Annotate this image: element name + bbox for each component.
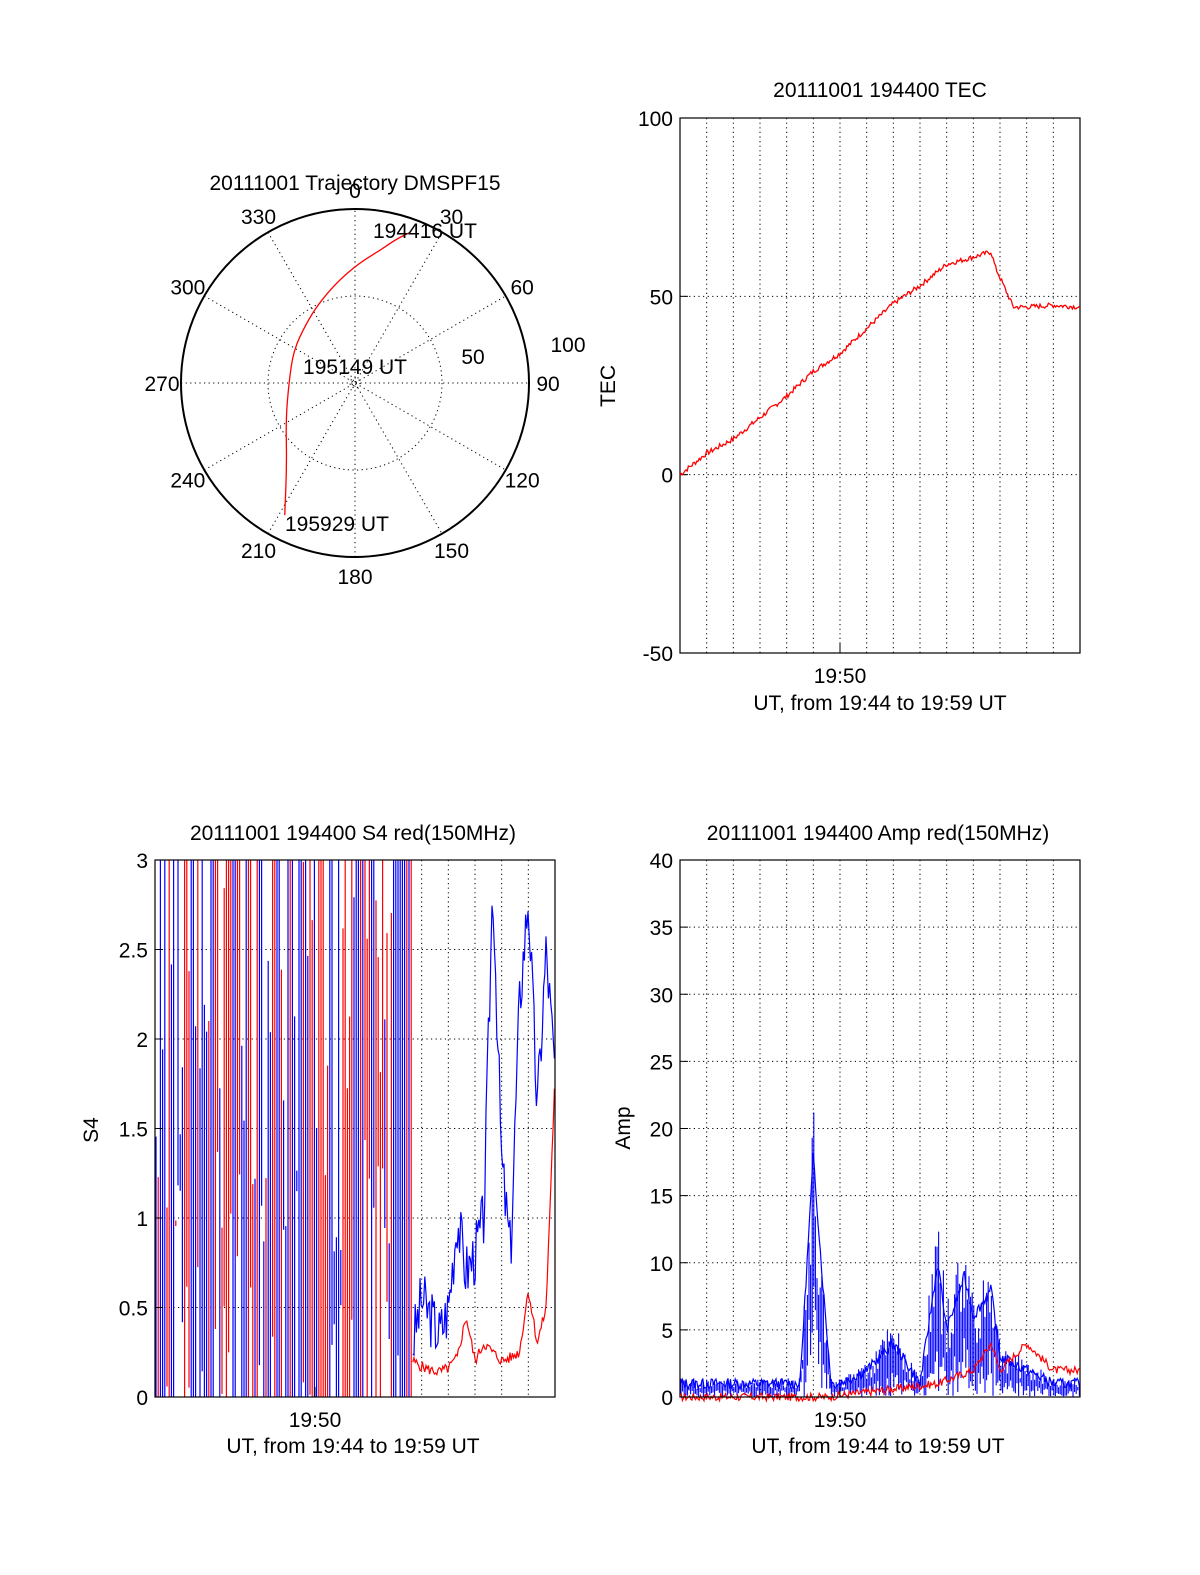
y-tick-label: 5: [661, 1320, 673, 1343]
y-tick-label: 0.5: [119, 1298, 148, 1321]
s4-ylabel: S4: [80, 1117, 103, 1143]
y-tick-label: 15: [650, 1186, 673, 1209]
tec-xlabel: UT, from 19:44 to 19:59 UT: [753, 692, 1006, 715]
polar-radius-label-100: 100: [550, 334, 585, 357]
y-tick-label: 50: [650, 286, 673, 309]
y-tick-label: 2.5: [119, 940, 148, 963]
tec-ylabel: TEC: [597, 365, 620, 407]
x-tick-label: 19:50: [814, 1409, 867, 1432]
amp-xlabel: UT, from 19:44 to 19:59 UT: [751, 1435, 1004, 1458]
polar-grid-circle-50: [267, 295, 443, 471]
polar-angle-label: 150: [434, 540, 469, 563]
polar-angle-label: 180: [337, 566, 372, 589]
polar-annotation-start: 194416 UT: [373, 220, 477, 243]
polar-angle-label: 120: [505, 470, 540, 493]
s4-spike-region: [155, 860, 412, 1397]
polar-angle-label: 270: [144, 373, 179, 396]
tec-series-line: [679, 250, 1081, 476]
amp-title: 20111001 194400 Amp red(150MHz): [707, 822, 1049, 845]
y-tick-label: 10: [650, 1253, 673, 1276]
tec-grid: [679, 117, 1081, 654]
amp-series-red-line: [679, 1342, 1080, 1403]
polar-trajectory-line: [284, 231, 411, 516]
tec-title: 20111001 194400 TEC: [773, 79, 987, 102]
s4-series-red-line: [412, 1088, 555, 1376]
polar-spoke: [204, 295, 506, 471]
amp-noise-region: [680, 1112, 1080, 1397]
y-tick-label: 25: [650, 1051, 673, 1074]
y-tick-label: 0: [661, 465, 673, 488]
y-tick-label: 0: [661, 1387, 673, 1410]
polar-panel: 20111001 Trajectory DMSPF15 0 30 60 90 120 15…: [144, 172, 585, 589]
polar-angle-label: 210: [241, 540, 276, 563]
tec-tick-labels: 100 50 0 -50 19:50: [638, 108, 866, 688]
x-tick-label: 19:50: [814, 665, 867, 688]
polar-spoke: [204, 295, 506, 471]
y-tick-label: 35: [650, 917, 673, 940]
s4-xlabel: UT, from 19:44 to 19:59 UT: [226, 1435, 479, 1458]
y-tick-label: 2: [136, 1029, 148, 1052]
polar-spokes: [181, 209, 529, 557]
amp-series-blue-line: [679, 1152, 1081, 1391]
y-tick-label: 0: [136, 1387, 148, 1410]
y-tick-label: 100: [638, 108, 673, 131]
s4-panel: 20111001 194400 S4 red(150MHz) 3 2.5 2 1.5 1…: [80, 822, 556, 1458]
polar-spoke: [267, 232, 443, 534]
polar-angle-label: 60: [510, 277, 533, 300]
polar-outer-circle: [180, 208, 530, 558]
polar-spoke: [267, 232, 443, 534]
polar-title: 20111001 Trajectory DMSPF15: [209, 172, 500, 195]
s4-series-blue-line: [412, 905, 555, 1357]
y-tick-label: 3: [136, 850, 148, 873]
y-tick-label: -50: [643, 643, 673, 666]
polar-angle-labels: 0 30 60 90 120 150 180 210 240 270 300 330: [144, 180, 559, 589]
polar-annotation-end: 195929 UT: [285, 513, 389, 536]
y-tick-label: 40: [650, 850, 673, 873]
polar-angle-label: 300: [170, 277, 205, 300]
y-tick-label: 1.5: [119, 1119, 148, 1142]
polar-angle-label: 330: [241, 206, 276, 229]
polar-angle-label: 30: [440, 206, 463, 229]
y-tick-label: 20: [650, 1119, 673, 1142]
x-tick-label: 19:50: [289, 1409, 342, 1432]
polar-annotation-mid: 195149 UT: [303, 356, 407, 379]
amp-panel: 20111001 194400 Amp red(150MHz) 40 35 30 25…: [612, 822, 1081, 1458]
amp-grid: [679, 859, 1081, 1398]
s4-tick-labels: 3 2.5 2 1.5 1 0.5 0 19:50: [119, 850, 341, 1432]
tec-panel: 20111001 194400 TEC 100 50 0 -50 19:50 TEC U…: [597, 79, 1081, 715]
polar-radius-label-50: 50: [461, 346, 484, 369]
amp-ylabel: Amp: [612, 1106, 635, 1149]
y-tick-label: 1: [136, 1208, 148, 1231]
tec-plot-frame: [679, 117, 1081, 654]
polar-grid-circle-small: [349, 377, 361, 389]
amp-tick-labels: 40 35 30 25 20 15 10 5 0 19:50: [650, 850, 867, 1432]
s4-title: 20111001 194400 S4 red(150MHz): [190, 822, 516, 845]
polar-angle-label: 90: [536, 373, 559, 396]
polar-angle-label: 0: [349, 180, 361, 203]
polar-grid: [181, 209, 529, 557]
polar-angle-label: 240: [170, 470, 205, 493]
y-tick-label: 30: [650, 984, 673, 1007]
